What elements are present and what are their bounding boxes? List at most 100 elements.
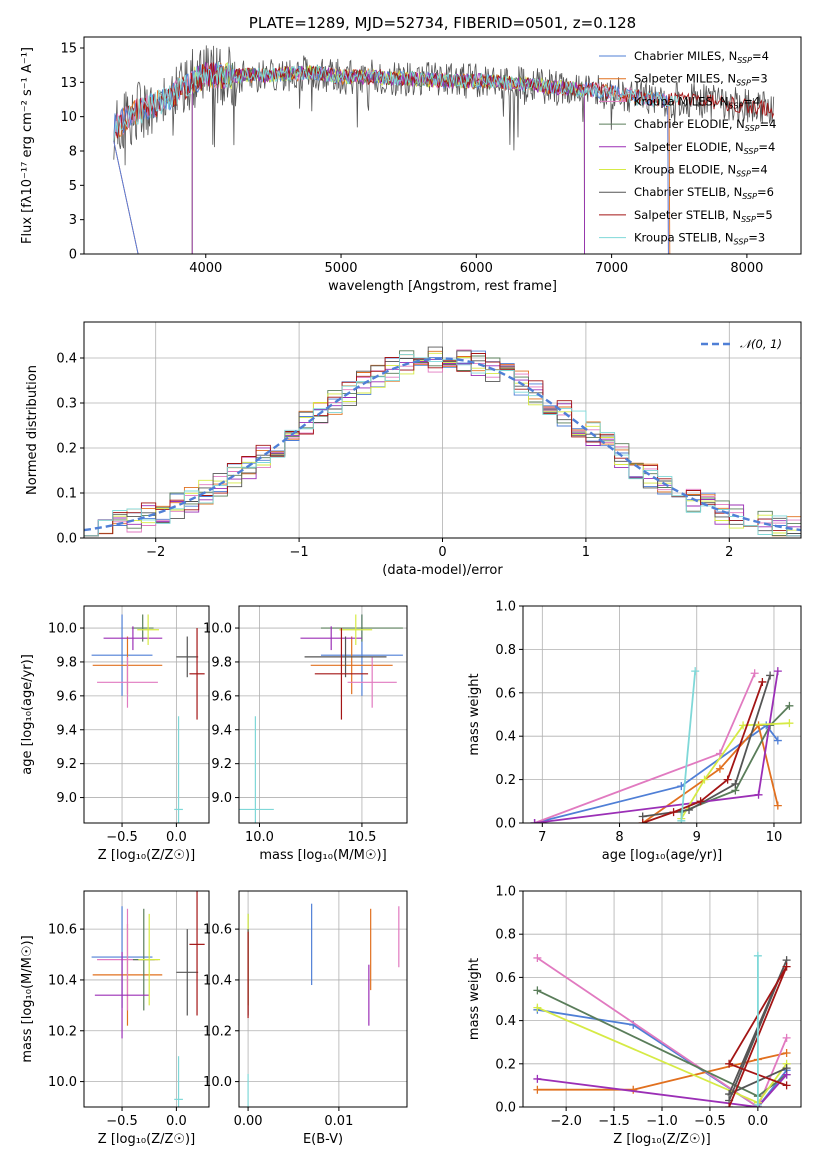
axes-frame [83,890,210,1108]
legend-label-value: =4 [751,163,768,177]
mass-weight-line [537,1074,788,1107]
mass-weight-marker [782,962,791,971]
x-axis-label: mass [log₁₀(M/M☉)] [259,848,386,863]
axes-frame [238,605,408,824]
x-tick-label: −0.5 [694,1114,726,1129]
y-tick-label: 0.0 [495,817,516,832]
y-tick-label: 5 [69,179,77,194]
mass-weight-line [534,724,779,823]
y-tick-label: 1.0 [495,885,516,900]
y-tick-label: 10.0 [48,1075,77,1090]
mass-weight-marker [700,775,709,784]
y-tick-label: 9.8 [56,655,77,670]
x-tick-label: 0.01 [324,1114,353,1129]
x-tick-label: 0.0 [748,1114,769,1129]
y-tick-label: 10.2 [48,1024,77,1039]
legend-label: Kroupa STELIB, NSSP=3 [634,231,765,247]
x-axis-label: Z [log₁₀(Z/Z☉)] [98,848,195,863]
y-tick-label: 10.6 [203,923,232,938]
legend-label: Salpeter STELIB, NSSP=5 [634,208,773,224]
y-tick-label: 9.0 [56,791,77,806]
x-tick-label: 6000 [460,261,493,276]
grid-lines [84,891,209,1107]
plot-area [113,45,775,254]
legend-label-main: Salpeter MILES, N [634,72,736,86]
legend-label-value: =5 [756,208,773,222]
x-tick-label: 4000 [189,261,222,276]
legend-label-value: =3 [748,231,765,245]
y-axis-label: mass weight [467,673,482,755]
mass-vs-reddening-plot: 0.00 0.01 10.0 10.2 10.4 10.6 E(B-V) [203,890,408,1147]
y-tick-label: 0.0 [56,532,77,547]
spectrum-line [113,61,680,142]
mass-weight-marker [750,669,759,678]
legend-label-main: Kroupa MILES, N [634,94,729,108]
mass-weight-marker [739,721,748,730]
legend-label-main: Chabrier ELODIE, N [634,117,745,131]
mass-weight-marker [696,797,705,806]
x-tick-label: 10.0 [245,830,274,845]
mass-weight-marker [766,671,775,680]
mass-weight-line [534,672,756,823]
y-tick-label: 1.0 [495,600,516,615]
legend-label-sub: SSP [736,170,751,179]
axes-frame [83,321,802,539]
grid-lines [239,891,407,1107]
y-tick-label: 0.0 [495,1101,516,1116]
y-tick-label: 10.6 [48,923,77,938]
plot-area [91,614,205,823]
legend-label-main: Kroupa STELIB, N [634,231,734,245]
y-tick-label: 0.1 [56,487,77,502]
axes-frame [83,605,210,824]
spectrum-line [191,62,585,254]
y-tick-label: 0.2 [495,773,516,788]
x-tick-label: −1 [290,545,309,560]
mass-weight-marker [754,790,763,799]
mass-weight-marker [782,1049,791,1057]
x-tick-label: 8 [615,830,623,845]
x-tick-label: 7000 [595,261,628,276]
axes-frame [522,605,802,824]
plot-area [84,346,801,537]
mass-weight-line [642,675,771,818]
mass-weight-marker [533,986,542,995]
legend-label: Chabrier STELIB, NSSP=6 [634,185,774,201]
age-vs-mass-plot: 10.0 10.5 9.0 9.2 9.4 9.6 9.8 10.0 mass [log₁₀(M… [203,605,408,863]
y-tick-label: 0.4 [495,1014,516,1029]
y-tick-label: 10.0 [203,622,232,637]
x-tick-label: 10 [766,830,783,845]
y-tick-label: 9.0 [211,791,232,806]
y-tick-label: 10.0 [48,622,77,637]
x-tick-label: −0.5 [106,1114,138,1129]
y-tick-label: 0.6 [495,686,516,701]
residuals-histogram-plot: −2 −1 0 1 2 0.0 0.1 0.2 0.3 0.4 (data-model)/error… [25,321,802,578]
mass-weight-marker [753,1100,762,1107]
y-tick-label: 0.2 [56,442,77,457]
spectrum-line [191,62,585,254]
mass-weight-line [537,1052,787,1091]
legend-label-sub: SSP [729,101,744,110]
legend-label: Kroupa ELODIE, NSSP=4 [634,163,768,179]
mass-weight-marker [533,1003,542,1012]
mass-weight-marker [785,701,794,710]
legend-label-main: Chabrier STELIB, N [634,185,742,199]
mass-weight-marker [723,775,732,784]
y-tick-label: 0.8 [495,643,516,658]
y-tick-label: 10 [60,110,77,125]
legend-label-sub: SSP [741,215,756,224]
x-tick-label: 10.5 [347,830,376,845]
plot-area [533,951,791,1107]
axes-frame [238,890,408,1108]
legend-label-value: =4 [752,49,769,63]
y-tick-label: 0.2 [495,1057,516,1072]
y-tick-label: 9.6 [211,689,232,704]
legend-label-main: Salpeter ELODIE, N [634,140,744,154]
spectrum-plot: 4000 5000 6000 7000 8000 0 3 5 8 10 13 15 wavelength… [20,14,802,294]
x-tick-label: −2.0 [550,1114,582,1129]
x-tick-label: −0.5 [106,830,138,845]
y-axis-label: mass weight [467,958,482,1040]
x-tick-label: 0.0 [166,830,187,845]
mass-weight-vs-metallicity-plot: −2.0 −1.5 −1.0 −0.5 0.0 0.0 0.2 0.4 0.6 0.8 1.0 Z [… [467,885,802,1147]
legend-label: Kroupa MILES, NSSP=4 [634,94,760,110]
x-axis-label: Z [log₁₀(Z/Z☉)] [613,1132,710,1147]
